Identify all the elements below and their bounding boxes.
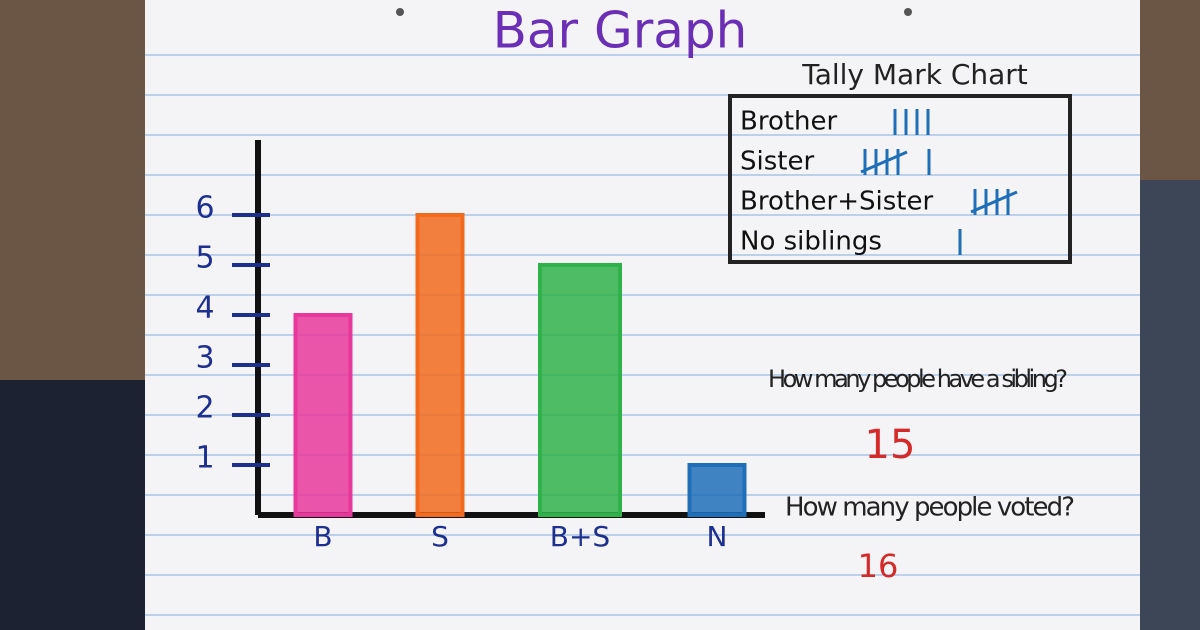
hole — [904, 8, 912, 16]
tally-label: Brother — [740, 107, 838, 137]
bar — [538, 263, 622, 517]
tally-label: No siblings — [740, 227, 882, 257]
y-tick-label: 2 — [195, 391, 214, 426]
y-tick-label: 1 — [195, 441, 214, 476]
answer: 16 — [858, 547, 899, 585]
paper-lines — [145, 54, 1140, 616]
bar — [415, 213, 465, 517]
tally-marks — [860, 149, 931, 175]
y-tick-label: 6 — [195, 191, 214, 226]
tally-box — [728, 94, 1072, 264]
question: How many people have a sibling? — [768, 365, 1068, 393]
y-tick-label: 3 — [195, 341, 214, 376]
y-tick-label: 4 — [195, 291, 214, 326]
tally-marks — [970, 189, 1018, 215]
chart-title: Bar Graph — [493, 2, 748, 60]
tally-label: Sister — [740, 147, 814, 177]
bar — [687, 463, 747, 517]
x-tick-label: N — [707, 520, 728, 553]
hole — [396, 8, 404, 16]
tally-marks — [893, 109, 930, 135]
tally-cross — [970, 190, 1018, 214]
shirt — [0, 380, 160, 630]
tally-cross — [860, 150, 908, 174]
x-tick-label: B+S — [550, 520, 610, 553]
bar — [293, 313, 353, 517]
x-tick-label: B — [313, 520, 332, 553]
x-tick-label: S — [431, 520, 449, 553]
tally-label: Brother+Sister — [740, 187, 933, 217]
tally-title: Tally Mark Chart — [801, 58, 1028, 91]
y-tick-label: 5 — [195, 241, 214, 276]
background-person — [1140, 180, 1200, 630]
answer: 15 — [865, 422, 916, 468]
question: How many people voted? — [785, 493, 1075, 523]
